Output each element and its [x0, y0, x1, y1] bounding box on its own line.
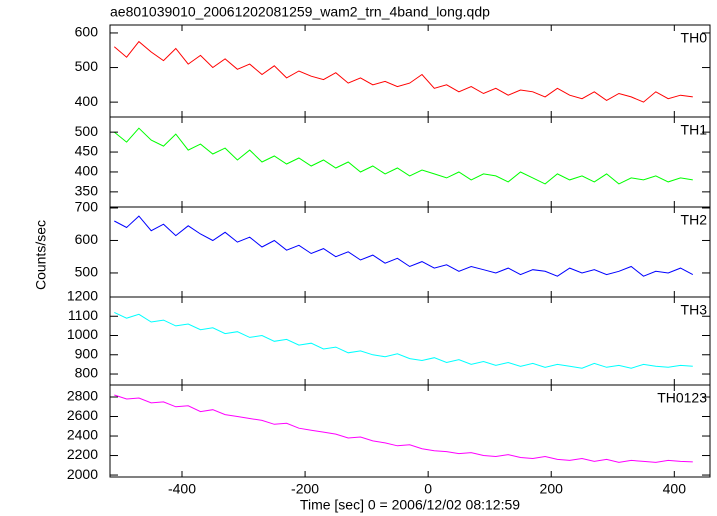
- x-tick-label: 0: [424, 481, 432, 497]
- x-tick-label: 200: [540, 481, 564, 497]
- y-tick-label: 500: [75, 264, 99, 280]
- y-tick-label: 350: [75, 183, 99, 199]
- y-axis-label: Counts/sec: [33, 220, 49, 290]
- chart-title: ae801039010_20061202081259_wam2_trn_4ban…: [110, 4, 490, 20]
- y-tick-label: 2600: [67, 407, 98, 423]
- y-tick-label: 600: [75, 231, 99, 247]
- y-tick-label: 1000: [67, 326, 98, 342]
- y-tick-label: 400: [75, 93, 99, 109]
- y-tick-label: 2200: [67, 446, 98, 462]
- data-line: [114, 311, 693, 369]
- panel-label: TH1: [681, 122, 708, 138]
- panel-frame: [109, 116, 711, 208]
- y-tick-label: 800: [75, 365, 99, 381]
- y-tick-label: 900: [75, 345, 99, 361]
- y-tick-label: 500: [75, 58, 99, 74]
- data-line: [114, 394, 693, 463]
- y-tick-label: 500: [75, 123, 99, 139]
- data-line: [114, 215, 694, 277]
- x-tick-label: 400: [663, 481, 687, 497]
- y-tick-label: 400: [75, 163, 99, 179]
- x-axis-label: Time [sec] 0 = 2006/12/02 08:12:59: [300, 497, 520, 513]
- x-tick-label: -200: [291, 481, 319, 497]
- panel-frame: [109, 384, 711, 478]
- panel-label: TH0: [681, 30, 708, 46]
- y-tick-label: 450: [75, 143, 99, 159]
- y-tick-label: 600: [75, 24, 99, 40]
- panel-label: TH0123: [657, 390, 707, 406]
- y-tick-label: 700: [75, 199, 99, 215]
- y-tick-label: 2400: [67, 427, 98, 443]
- y-tick-label: 2800: [67, 388, 98, 404]
- panel-label: TH2: [681, 212, 708, 228]
- data-line: [113, 40, 693, 103]
- data-line: [113, 127, 693, 185]
- x-tick-label: -400: [168, 481, 196, 497]
- panel-frame: [109, 24, 711, 118]
- y-tick-label: 2000: [67, 466, 98, 482]
- y-tick-label: 1100: [68, 307, 98, 323]
- y-tick-label: 1200: [67, 288, 98, 304]
- panel-frame: [109, 296, 711, 386]
- panel-frame: [109, 206, 711, 298]
- panel-label: TH3: [681, 302, 708, 318]
